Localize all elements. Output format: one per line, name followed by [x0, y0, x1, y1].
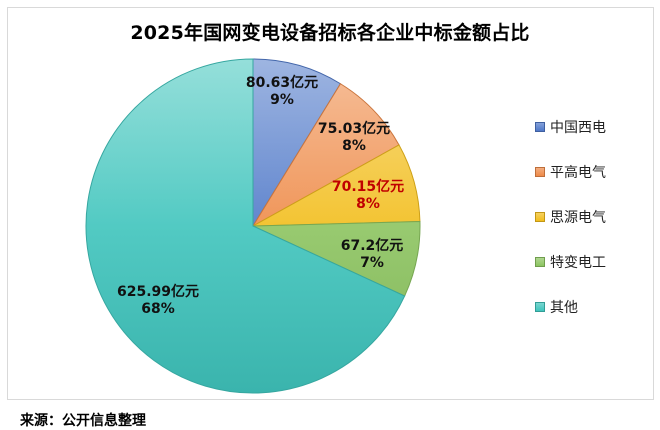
pie-slice-其他: [85, 58, 406, 394]
legend-item: 思源电气: [535, 194, 606, 239]
legend-swatch-icon: [535, 166, 545, 177]
legend-label: 特变电工: [550, 254, 606, 271]
legend-swatch-icon: [535, 256, 545, 267]
source-note: 来源：公开信息整理: [20, 413, 146, 429]
chart-title: 2025年国网变电设备招标各企业中标金额占比: [130, 22, 530, 44]
legend: 中国西电 平高电气 思源电气 特变电工 其他: [535, 104, 606, 329]
legend-item: 特变电工: [535, 239, 606, 284]
data-label: 75.03亿元 8%: [317, 121, 391, 154]
legend-item: 其他: [535, 284, 606, 329]
legend-swatch-icon: [535, 121, 545, 132]
legend-label: 思源电气: [550, 209, 606, 226]
legend-label: 中国西电: [550, 119, 606, 136]
legend-item: 中国西电: [535, 104, 606, 149]
legend-swatch-icon: [535, 211, 545, 222]
data-label: 67.2亿元 7%: [340, 238, 404, 271]
legend-label: 其他: [550, 299, 578, 316]
data-label: 625.99亿元 68%: [116, 284, 200, 317]
data-label: 70.15亿元 8%: [331, 179, 405, 212]
legend-swatch-icon: [535, 301, 545, 312]
legend-label: 平高电气: [550, 164, 606, 181]
pie-slice-中国西电: [252, 58, 342, 228]
legend-item: 平高电气: [535, 149, 606, 194]
data-label: 80.63亿元 9%: [245, 75, 319, 108]
